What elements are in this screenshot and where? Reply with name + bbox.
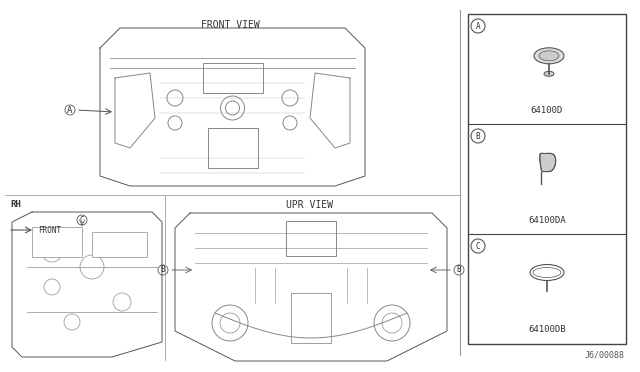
Text: 64100DA: 64100DA — [528, 215, 566, 224]
Circle shape — [77, 215, 87, 225]
Circle shape — [283, 116, 297, 130]
Circle shape — [374, 305, 410, 341]
Circle shape — [65, 105, 75, 115]
Text: 64100D: 64100D — [531, 106, 563, 115]
Text: 64100DB: 64100DB — [528, 326, 566, 334]
Circle shape — [44, 279, 60, 295]
Bar — [286, 221, 336, 256]
Circle shape — [454, 265, 464, 275]
Circle shape — [212, 305, 248, 341]
Text: RH: RH — [10, 200, 20, 209]
Bar — [468, 14, 626, 344]
Text: B: B — [161, 266, 165, 275]
Circle shape — [225, 101, 239, 115]
Circle shape — [80, 255, 104, 279]
Circle shape — [471, 19, 485, 33]
Bar — [207, 128, 257, 168]
Text: FRONT VIEW: FRONT VIEW — [200, 20, 259, 30]
Circle shape — [168, 116, 182, 130]
Text: C: C — [80, 215, 84, 224]
Ellipse shape — [533, 267, 561, 278]
Polygon shape — [540, 153, 556, 171]
Circle shape — [42, 242, 62, 262]
Text: UPR VIEW: UPR VIEW — [287, 200, 333, 210]
Circle shape — [471, 239, 485, 253]
Circle shape — [158, 265, 168, 275]
Text: B: B — [476, 131, 480, 141]
Text: A: A — [476, 22, 480, 31]
Bar — [32, 227, 82, 257]
Text: C: C — [476, 241, 480, 250]
Text: B: B — [457, 266, 461, 275]
Ellipse shape — [534, 48, 564, 64]
Circle shape — [282, 90, 298, 106]
Text: J6/00088: J6/00088 — [585, 351, 625, 360]
Circle shape — [113, 293, 131, 311]
Circle shape — [167, 90, 183, 106]
Circle shape — [382, 313, 402, 333]
Circle shape — [64, 314, 80, 330]
Circle shape — [471, 129, 485, 143]
Text: A: A — [67, 106, 73, 115]
Ellipse shape — [539, 51, 559, 61]
Ellipse shape — [544, 71, 554, 76]
Text: FRONT: FRONT — [38, 225, 61, 234]
Ellipse shape — [530, 264, 564, 280]
Bar — [291, 293, 331, 343]
Circle shape — [221, 96, 244, 120]
Circle shape — [220, 313, 240, 333]
Bar — [92, 232, 147, 257]
Bar — [202, 63, 262, 93]
